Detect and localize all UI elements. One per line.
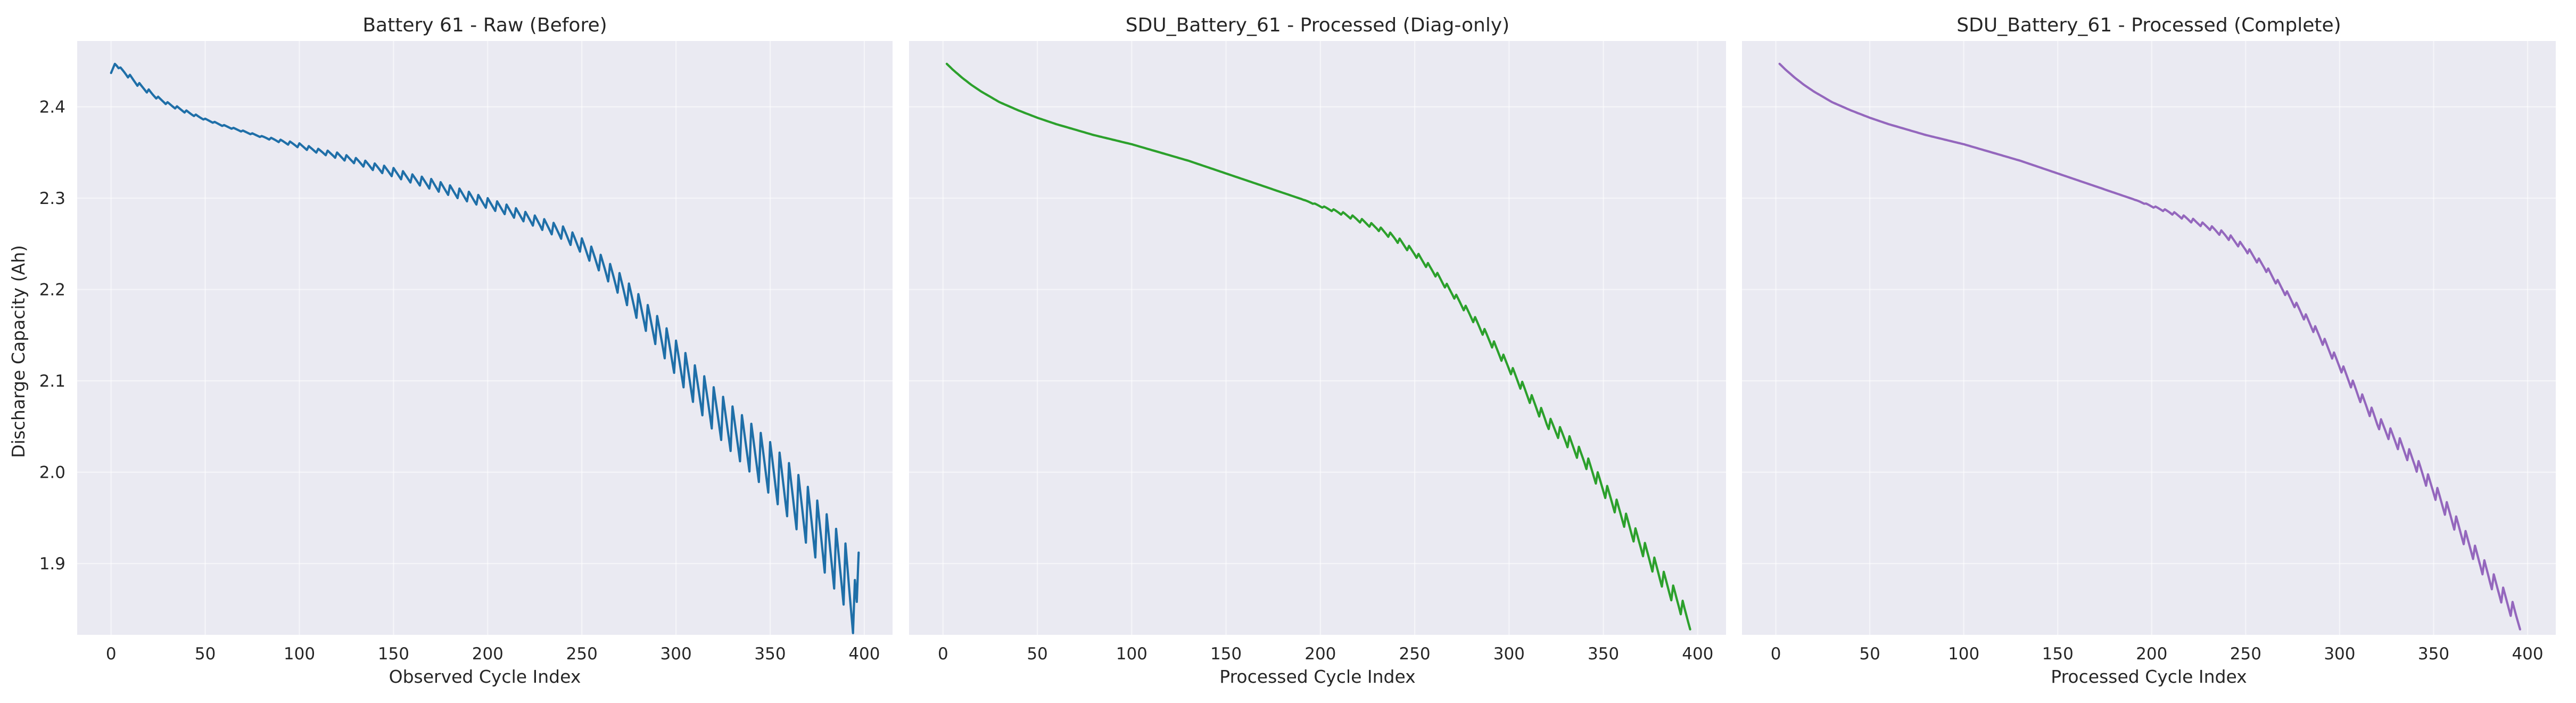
x-tick-label: 200 — [472, 644, 503, 664]
x-tick-label: 400 — [848, 644, 880, 664]
y-tick-label: 2.0 — [39, 463, 65, 483]
x-tick-label: 50 — [1027, 644, 1047, 664]
x-tick-label: 250 — [566, 644, 598, 664]
x-tick-label: 250 — [1399, 644, 1430, 664]
x-tick-label: 150 — [1210, 644, 1242, 664]
x-tick-label: 0 — [938, 644, 948, 664]
y-tick-label: 2.4 — [39, 98, 65, 117]
x-tick-label: 50 — [195, 644, 216, 664]
chart-title: SDU_Battery_61 - Processed (Diag-only) — [1126, 14, 1509, 36]
capacity-series-line — [1778, 62, 2521, 631]
capacity-series-line — [945, 62, 1691, 631]
x-tick-label: 250 — [2230, 644, 2261, 664]
x-tick-label: 150 — [2042, 644, 2074, 664]
x-tick-label: 350 — [1588, 644, 1619, 664]
x-tick-label: 300 — [1493, 644, 1525, 664]
x-tick-label: 100 — [1116, 644, 1147, 664]
y-tick-label: 1.9 — [39, 554, 65, 574]
plot-area — [1742, 41, 2556, 635]
x-tick-label: 100 — [1948, 644, 1979, 664]
y-tick-label: 2.2 — [39, 281, 65, 300]
x-tick-label: 300 — [2324, 644, 2355, 664]
x-axis-label: Processed Cycle Index — [1219, 666, 1415, 687]
panel-complete: 0 50 100 150 200 250 300 350 400 SDU_Battery_61 -… — [1742, 14, 2556, 687]
x-axis-label: Observed Cycle Index — [389, 666, 581, 687]
y-tick-label: 2.3 — [39, 189, 65, 208]
x-tick-label: 400 — [1682, 644, 1713, 664]
x-tick-label: 350 — [2418, 644, 2449, 664]
x-tick-label: 300 — [660, 644, 692, 664]
plot-area — [909, 41, 1726, 635]
x-tick-label: 200 — [1304, 644, 1336, 664]
y-axis-title: Discharge Capacity (Ah) — [8, 245, 29, 458]
x-tick-label: 200 — [2136, 644, 2167, 664]
x-axis-label: Processed Cycle Index — [2051, 666, 2247, 687]
x-tick-label: 400 — [2512, 644, 2543, 664]
panel-diag-only: 0 50 100 150 200 250 300 350 400 SDU_Battery_61 -… — [909, 14, 1726, 687]
y-tick-label: 2.1 — [39, 372, 65, 391]
x-tick-label: 0 — [106, 644, 117, 664]
panel-raw: 0 50 100 150 200 250 300 350 400 1.9 2.0 2.1 2.2 2.3 2… — [39, 14, 893, 687]
x-tick-label: 0 — [1771, 644, 1781, 664]
x-tick-label: 350 — [754, 644, 786, 664]
plot-area — [77, 41, 893, 635]
chart-title: Battery 61 - Raw (Before) — [362, 14, 607, 36]
x-tick-label: 100 — [284, 644, 315, 664]
x-tick-label: 150 — [378, 644, 409, 664]
x-tick-label: 50 — [1859, 644, 1880, 664]
chart-title: SDU_Battery_61 - Processed (Complete) — [1956, 14, 2341, 36]
capacity-series-line — [110, 62, 860, 634]
